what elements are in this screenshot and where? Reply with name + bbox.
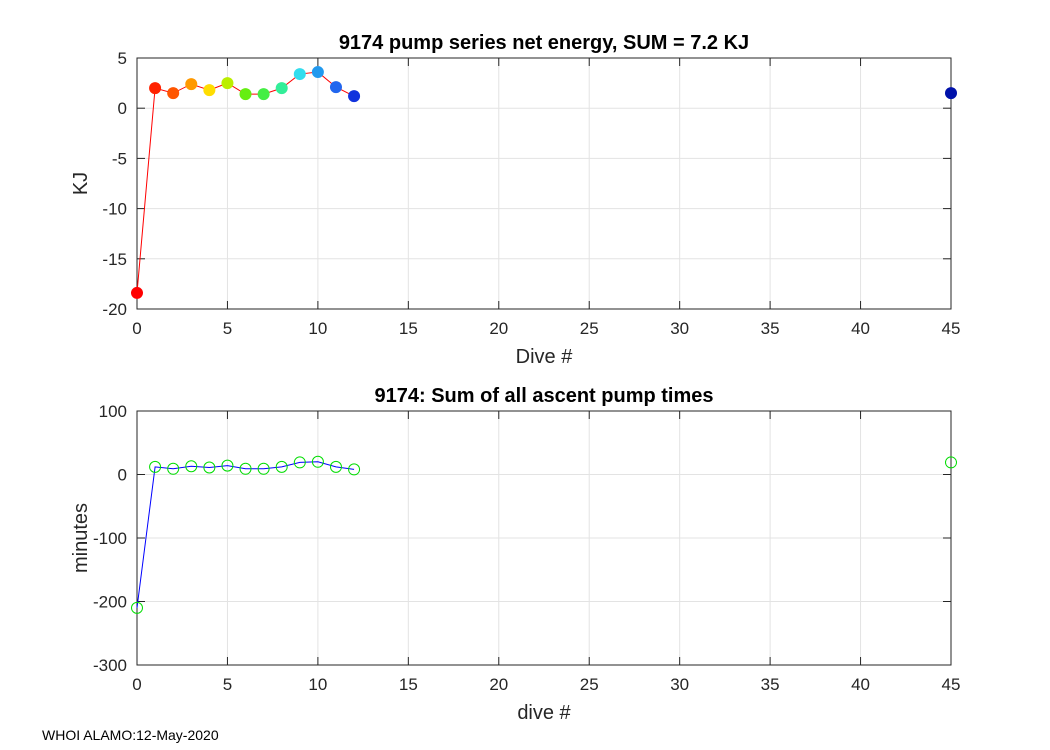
chart2-point [203,461,216,474]
chart1-point [203,84,216,97]
chart2-xtick-label: 40 [851,675,870,694]
chart1-ylabel: KJ [70,172,92,195]
chart2-xtick-label: 15 [399,675,418,694]
chart2-ytick-label: 100 [99,402,127,421]
chart2-point [293,456,306,469]
chart1-point [945,87,957,100]
chart2-point [131,601,143,614]
chart1-point [239,88,252,101]
chart1-ytick-label: 0 [118,99,127,118]
chart1-xtick-label: 30 [670,319,689,338]
chart1-axes-box [136,57,952,310]
chart1-ytick-label: 5 [118,49,127,68]
chart1-xtick-label: 0 [132,319,141,338]
chart1-ytick-label: -20 [102,300,127,319]
chart2-xtick-label: 30 [670,675,689,694]
chart1-point [311,66,324,79]
chart2-series-line [136,461,355,608]
chart2-title: 9174: Sum of all ascent pump times [375,385,714,407]
chart2-xtick-label: 20 [489,675,508,694]
chart1-xtick-label: 20 [489,319,508,338]
chart1-point [167,87,180,100]
chart2-point [348,463,361,476]
chart2: 0 5 10 15 20 25 30 35 40 45 100 0 -100 -200 -300 9174: … [70,385,960,724]
chart1-point [257,88,270,101]
chart2-point [239,462,252,475]
chart2-point [311,455,324,468]
chart1-ytick-label: -15 [102,250,127,269]
chart2-point [221,459,234,472]
chart2-ytick-label: -200 [93,593,127,612]
chart2-ytick-label: 0 [118,466,127,485]
chart2-point [167,462,180,475]
chart2-xtick-label: 5 [223,675,232,694]
chart1-xtick-label: 45 [942,319,961,338]
chart2-ytick-label: -100 [93,529,127,548]
chart2-point [149,460,162,473]
chart2-xtick-label: 0 [132,675,141,694]
chart1-point [329,81,342,94]
chart1-point [131,286,143,299]
chart1-xtick-label: 35 [761,319,780,338]
chart2-xtick-label: 10 [308,675,327,694]
chart1-point [149,82,162,95]
chart2-xtick-label: 35 [761,675,780,694]
chart2-point [257,462,270,475]
chart2-xlabel: dive # [517,702,571,724]
chart2-xtick-label: 25 [580,675,599,694]
chart1-plot-area [137,58,951,309]
chart1-xtick-label: 25 [580,319,599,338]
chart1-point [221,77,234,90]
chart2-point [329,460,342,473]
footer-stamp: WHOI ALAMO:12-May-2020 [42,727,219,743]
chart1-ytick-label: -10 [102,200,127,219]
chart2-point [945,456,957,469]
chart1-title: 9174 pump series net energy, SUM = 7.2 K… [339,32,749,54]
chart2-xtick-label: 45 [942,675,961,694]
chart1-xlabel: Dive # [516,346,574,368]
chart1-ytick-label: -5 [112,149,127,168]
chart1-point [275,82,288,95]
chart2-point [185,460,198,473]
chart1-point [185,78,198,91]
chart2-point [275,460,288,473]
chart1-point [293,68,306,81]
chart2-ytick-label: -300 [93,656,127,675]
chart1-xtick-label: 40 [851,319,870,338]
chart1-point [348,90,361,103]
chart1-xtick-label: 15 [399,319,418,338]
chart2-ylabel: minutes [70,503,92,573]
chart1-xtick-label: 5 [223,319,232,338]
chart1-xtick-label: 10 [308,319,327,338]
